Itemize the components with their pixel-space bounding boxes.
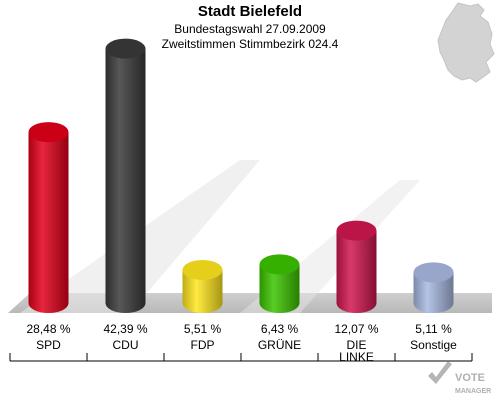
value-label: 42,39 % (103, 322, 147, 336)
value-label: 28,48 % (26, 322, 70, 336)
bar-top (259, 254, 300, 275)
bar-grüne (259, 254, 300, 313)
bar-top (105, 38, 146, 59)
bar-fdp (182, 259, 223, 313)
bar-body (28, 132, 69, 313)
bar-top (413, 262, 454, 283)
bar-body (259, 264, 300, 313)
bar-body (336, 230, 377, 313)
chart-title: Stadt Bielefeld (197, 3, 303, 20)
category-label: GRÜNE (258, 338, 301, 352)
category-label: CDU (113, 338, 139, 352)
x-axis (9, 353, 473, 362)
logo-text-top: VOTE (455, 372, 485, 384)
category-label: LINKE (339, 350, 374, 364)
category-label: FDP (191, 338, 215, 352)
value-label: 12,07 % (334, 322, 378, 336)
chart-subtitle-election: Bundestagswahl 27.09.2009 (174, 22, 326, 36)
chart-subtitle-district: Zweitstimmen Stimmbezirk 024.4 (161, 37, 339, 51)
checkmark-icon (428, 361, 452, 384)
bar-top (28, 122, 69, 143)
logo-text-bottom: MANAGER (455, 388, 491, 395)
bar-top (336, 220, 377, 241)
category-label: Sonstige (410, 338, 457, 352)
category-label: DIE (346, 338, 366, 352)
category-label: SPD (36, 338, 61, 352)
bar-spd (28, 122, 69, 313)
bar-die-linke (336, 220, 377, 313)
value-label: 5,11 % (415, 322, 452, 336)
bar-sonstige (413, 262, 454, 313)
labels-group: 28,48 % SPD 42,39 % CDU 5,51 % FDP 6,43 % GRÜNE… (26, 322, 457, 364)
bar-top (182, 259, 223, 280)
bars-group (28, 38, 454, 313)
vote-manager-logo: VOTE MANAGER (428, 361, 491, 395)
bar-body (413, 272, 454, 313)
value-label: 5,51 % (184, 322, 222, 336)
bar-cdu (105, 38, 146, 313)
bar-body (182, 269, 223, 313)
value-label: 6,43 % (261, 322, 299, 336)
bar-body (105, 48, 146, 313)
germany-map-icon (437, 2, 495, 83)
